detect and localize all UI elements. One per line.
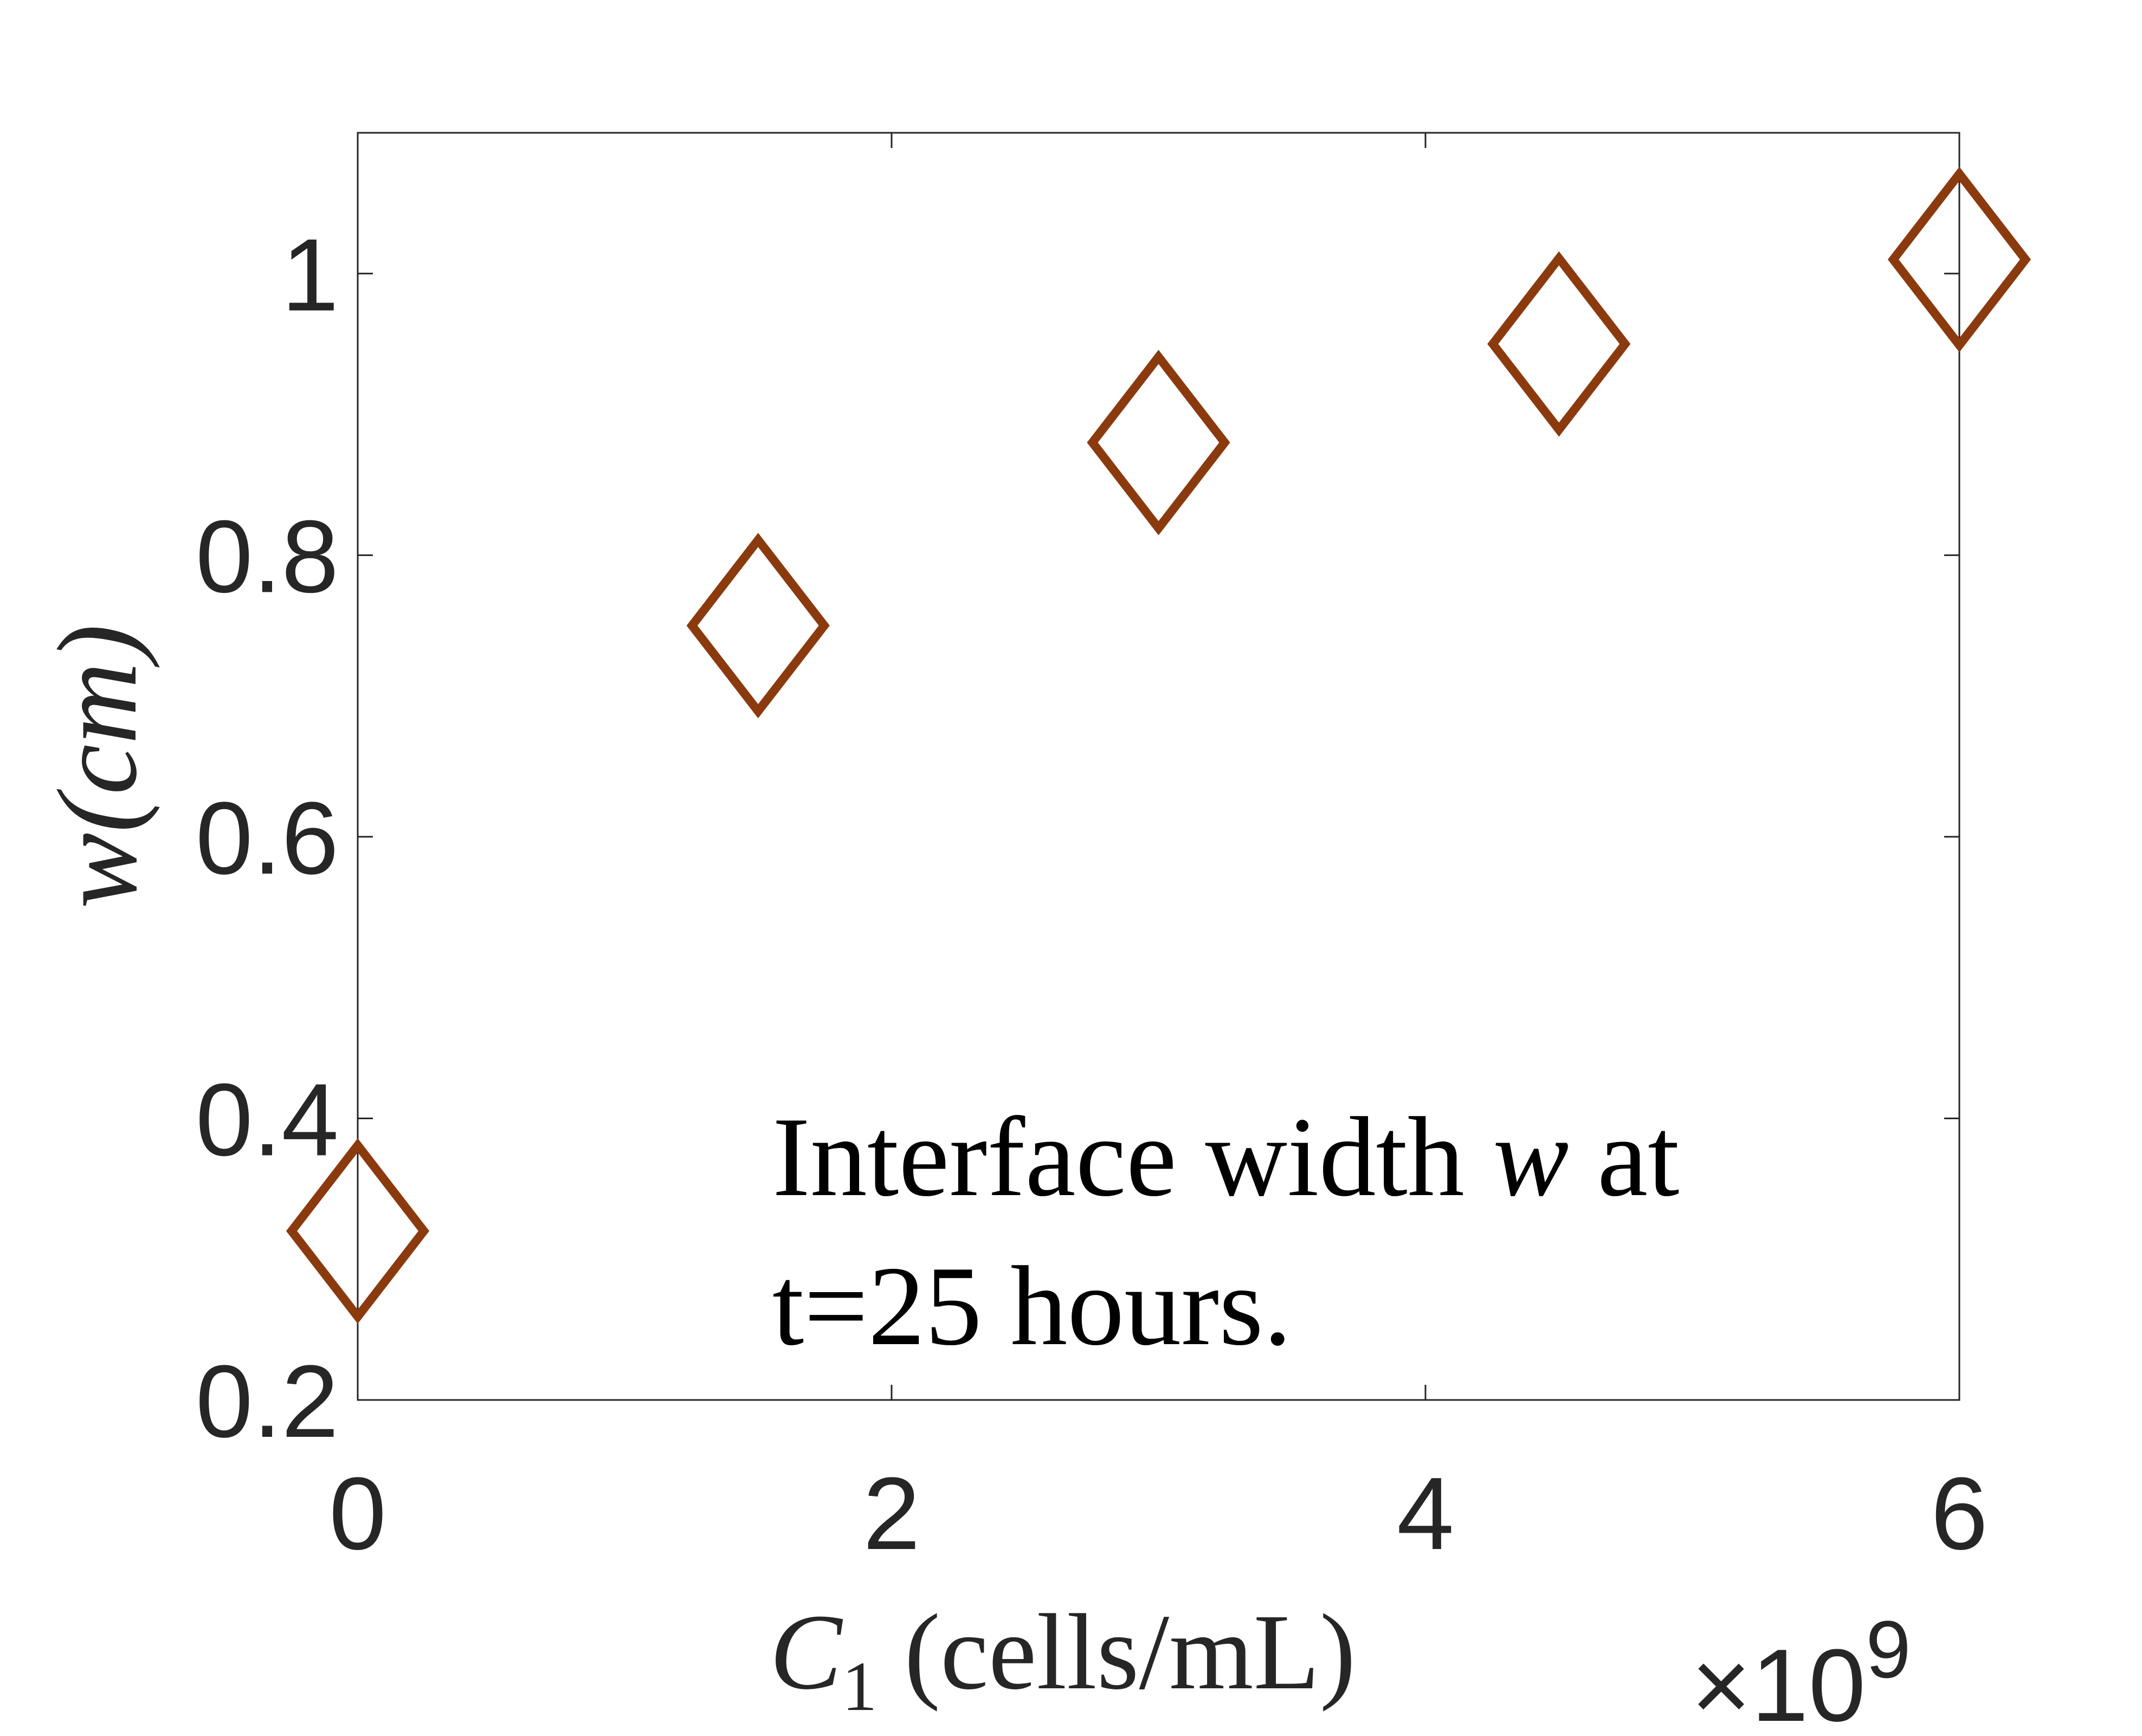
data-point-diamond bbox=[286, 1138, 430, 1324]
annotation-line-1: Interface width w at bbox=[772, 1094, 1679, 1220]
data-points bbox=[286, 166, 2031, 1324]
data-point-diamond bbox=[1087, 350, 1230, 535]
x-multiplier: ×109 bbox=[1691, 1604, 1911, 1736]
x-tick-label: 0 bbox=[329, 1456, 386, 1571]
x-tick-label: 6 bbox=[1931, 1456, 1988, 1571]
y-tick-label: 0.4 bbox=[196, 1062, 339, 1177]
x-axis-units: (cells/mL) bbox=[904, 1592, 1356, 1712]
x-tick-label: 4 bbox=[1397, 1456, 1454, 1571]
y-tick-label: 0.2 bbox=[196, 1344, 339, 1459]
y-axis-label: w(cm) bbox=[35, 624, 160, 909]
data-point-diamond bbox=[686, 533, 830, 719]
y-tick-label: 0.6 bbox=[196, 781, 339, 896]
annotation-line-2: t=25 hours. bbox=[772, 1243, 1292, 1369]
x-tick-label: 2 bbox=[863, 1456, 920, 1571]
annotation-variable: w bbox=[1493, 1094, 1569, 1220]
x-axis-ticks: 0 2 4 6 bbox=[329, 133, 1988, 1571]
y-axis-ticks: 0.2 0.4 0.6 0.8 1 bbox=[196, 218, 1959, 1459]
y-tick-label: 1 bbox=[281, 218, 339, 333]
x-multiplier-exponent: 9 bbox=[1866, 1604, 1911, 1695]
x-axis-variable: C bbox=[770, 1592, 843, 1712]
x-axis-variable-subscript: 1 bbox=[842, 1648, 877, 1726]
data-point-diamond bbox=[1887, 166, 2031, 352]
plot-area bbox=[357, 132, 1960, 1401]
x-axis-label: C1 (cells/mL) bbox=[770, 1592, 1356, 1726]
y-tick-label: 0.8 bbox=[196, 499, 339, 614]
data-point-diamond bbox=[1487, 251, 1631, 437]
